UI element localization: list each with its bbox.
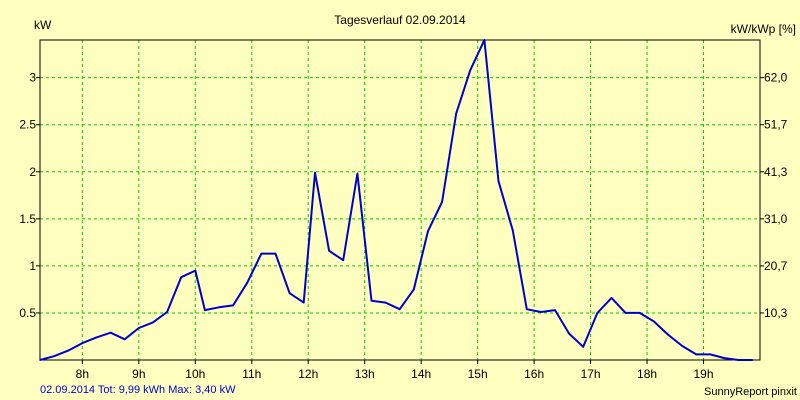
- data-point: [582, 346, 585, 348]
- y-tick-label-right: 31,0: [764, 212, 788, 226]
- x-tick-label: 15h: [468, 367, 488, 381]
- y-tick-label-right: 10,3: [764, 306, 788, 320]
- x-tick-label: 12h: [298, 367, 318, 381]
- data-point: [123, 338, 126, 341]
- x-tick-label: 18h: [637, 367, 657, 381]
- left-axis-ticks: 0.5 1 1.5 2 2.5 3: [19, 71, 40, 320]
- x-tick-label: 8h: [76, 367, 89, 381]
- data-point: [469, 69, 472, 71]
- data-point: [413, 288, 415, 291]
- data-point: [384, 301, 387, 304]
- x-tick-label: 11h: [242, 367, 261, 381]
- y-tick-label-left: 2.5: [19, 118, 36, 132]
- y-tick-label-left: 1.5: [19, 212, 36, 226]
- x-tick-label: 14h: [411, 367, 431, 381]
- data-point: [180, 276, 182, 278]
- data-point: [302, 301, 305, 304]
- data-point: [342, 259, 345, 262]
- data-point: [511, 229, 514, 231]
- data-point: [497, 180, 500, 182]
- y-tick-label-right: 41,3: [764, 165, 788, 179]
- data-point: [204, 309, 206, 311]
- series-points: [39, 39, 754, 361]
- data-point: [246, 282, 249, 284]
- data-point: [610, 297, 613, 299]
- data-point: [568, 332, 570, 335]
- x-tick-label: 9h: [132, 367, 145, 381]
- plot-frame: [39, 39, 761, 361]
- data-point: [288, 292, 291, 294]
- data-point: [260, 252, 263, 255]
- data-point: [218, 306, 220, 309]
- series-layer: [39, 39, 754, 361]
- data-point: [681, 345, 683, 347]
- right-axis-ticks: 10,3 20,7 31,0 41,3 51,7 62,0: [760, 71, 788, 320]
- series-line: [39, 39, 753, 361]
- x-axis-ticks: 8h 9h 10h 11h 12h 13h 14h 15h 16h 17h 18h 19h: [76, 360, 714, 381]
- y-tick-label-left: 3: [29, 71, 36, 85]
- x-tick-label: 17h: [581, 367, 601, 381]
- data-point: [723, 357, 726, 359]
- data-point: [638, 312, 641, 314]
- data-point: [166, 311, 168, 313]
- data-point: [455, 112, 457, 115]
- data-point: [667, 333, 669, 336]
- footer-credit: SunnyReport pinxit: [704, 386, 797, 398]
- data-point: [751, 359, 754, 361]
- data-point: [624, 312, 627, 314]
- chart-title: Tagesverlauf 02.09.2014: [334, 13, 466, 27]
- y-axis-right-label: kW/kWp [%]: [731, 22, 796, 36]
- y-tick-label-right: 20,7: [764, 259, 788, 273]
- data-point: [39, 359, 41, 361]
- data-point: [194, 269, 197, 272]
- y-tick-label-left: 0.5: [19, 306, 36, 320]
- footer-summary: 02.09.2014 Tot: 9,99 kWh Max: 3,40 kW: [40, 384, 236, 396]
- grid-lines: [40, 40, 760, 360]
- y-tick-label-right: 51,7: [764, 118, 788, 132]
- x-tick-label: 13h: [355, 367, 375, 381]
- x-tick-label: 19h: [694, 367, 714, 381]
- data-point: [737, 359, 740, 361]
- data-point: [695, 353, 697, 356]
- data-point: [554, 309, 556, 311]
- data-point: [95, 336, 98, 339]
- data-point: [232, 304, 234, 307]
- y-tick-label-right: 62,0: [764, 71, 788, 85]
- data-point: [109, 331, 112, 334]
- data-point: [314, 171, 316, 174]
- data-point: [596, 312, 599, 314]
- data-point: [483, 39, 486, 41]
- data-point: [427, 230, 429, 232]
- y-tick-label-left: 1: [29, 259, 36, 273]
- data-point: [653, 320, 655, 323]
- data-point: [398, 308, 401, 310]
- data-point: [67, 349, 70, 352]
- y-tick-label-left: 2: [29, 165, 36, 179]
- data-point: [540, 311, 542, 313]
- y-axis-left-label: kW: [34, 18, 52, 32]
- data-point: [53, 355, 55, 358]
- data-point: [274, 252, 277, 255]
- x-tick-label: 10h: [185, 367, 205, 381]
- data-point: [525, 308, 528, 310]
- data-point: [441, 201, 443, 203]
- data-point: [138, 327, 140, 329]
- data-point: [81, 342, 84, 344]
- data-point: [356, 172, 359, 175]
- data-point: [328, 250, 330, 252]
- x-tick-label: 16h: [524, 367, 544, 381]
- data-point: [709, 353, 712, 356]
- data-point: [152, 321, 154, 324]
- data-point: [370, 299, 373, 302]
